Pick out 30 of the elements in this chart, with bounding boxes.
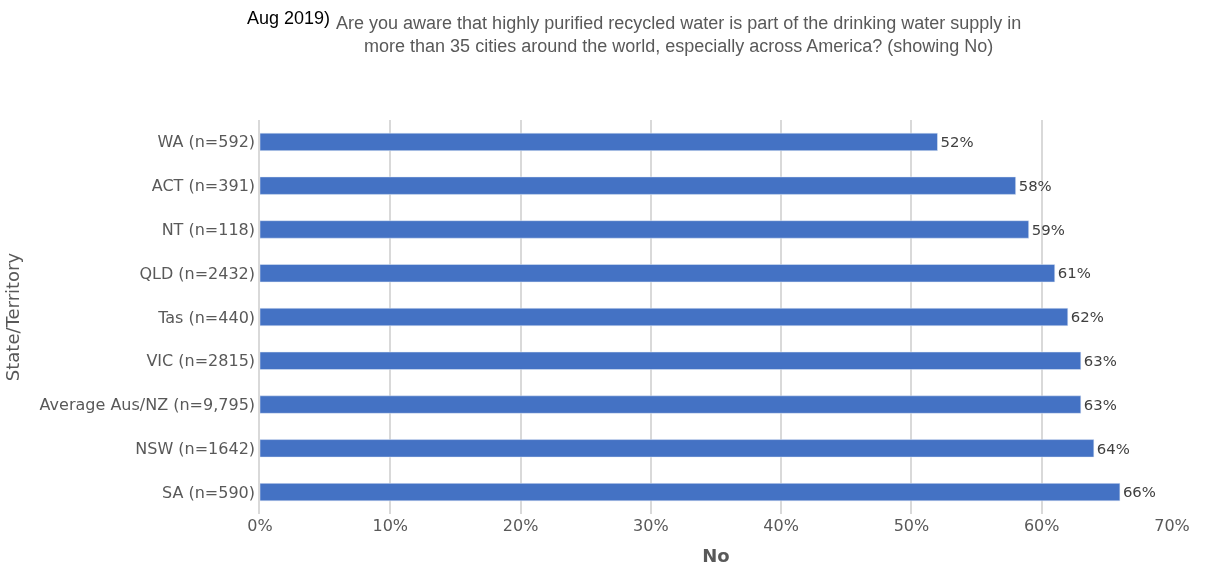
x-axis-title: No xyxy=(702,545,730,567)
data-label: 62% xyxy=(1070,308,1104,327)
y-tick-label: SA (n=590) xyxy=(161,482,256,502)
data-label: 59% xyxy=(1031,220,1065,239)
data-label: 64% xyxy=(1096,439,1130,458)
x-tick-label: 50% xyxy=(893,516,930,535)
y-axis-title: State/Territory xyxy=(2,252,24,382)
data-label: 63% xyxy=(1083,395,1117,414)
data-label: 63% xyxy=(1083,352,1117,371)
y-tick-label: ACT (n=391) xyxy=(151,176,256,196)
x-tick-label: 0% xyxy=(247,516,273,535)
text: Aug 2019) xyxy=(247,8,331,28)
x-tick-label: 10% xyxy=(372,516,409,535)
y-tick-label: QLD (n=2432) xyxy=(139,263,256,283)
x-tick-label: 70% xyxy=(1154,516,1190,535)
x-tick-label: 40% xyxy=(763,516,799,535)
chart-title: Are you aware that highly purified recycled water is part of the drinking water supply in more than 35 cities around the world, especially across America? (showing No) xyxy=(336,12,1022,57)
y-tick-label: WA (n=592) xyxy=(157,132,256,152)
data-label: 61% xyxy=(1057,264,1091,283)
y-tick-label: VIC (n=2815) xyxy=(146,351,256,371)
data-label: 66% xyxy=(1122,483,1156,502)
x-tick-label: 20% xyxy=(502,516,539,535)
y-tick-label: NT (n=118) xyxy=(161,220,256,240)
data-label: 58% xyxy=(1018,176,1052,195)
y-tick-label: NSW (n=1642) xyxy=(135,438,256,458)
data-label: 52% xyxy=(940,133,974,152)
x-tick-label: 30% xyxy=(633,516,669,535)
y-tick-label: Average Aus/NZ (n=9,795) xyxy=(39,395,256,415)
y-tick-label: Tas (n=440) xyxy=(157,307,256,327)
x-tick-label: 60% xyxy=(1023,516,1060,535)
